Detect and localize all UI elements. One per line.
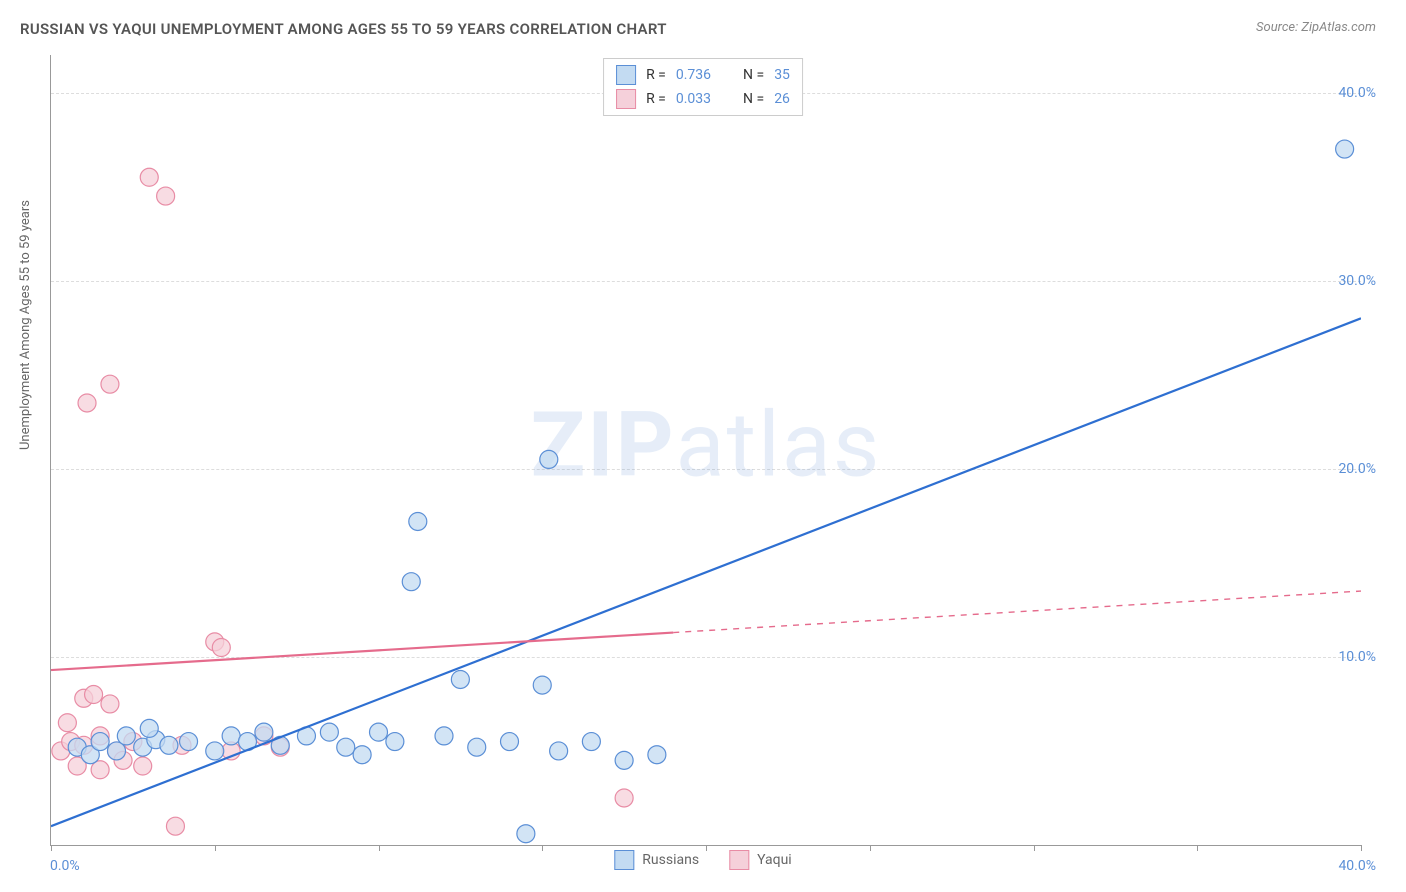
legend-swatch	[616, 89, 636, 109]
legend-correlation: R = 0.736 N = 35 R = 0.033 N = 26	[603, 58, 803, 116]
scatter-point	[117, 727, 135, 745]
scatter-point	[101, 375, 119, 393]
legend-swatch	[729, 850, 749, 870]
chart-title: RUSSIAN VS YAQUI UNEMPLOYMENT AMONG AGES…	[20, 20, 667, 38]
legend-swatch	[614, 850, 634, 870]
scatter-point	[501, 733, 519, 751]
legend-r-label: R =	[646, 91, 666, 107]
scatter-point	[402, 573, 420, 591]
x-tick	[51, 845, 52, 851]
scatter-point	[540, 450, 558, 468]
x-tick	[379, 845, 380, 851]
x-axis-min-label: 0.0%	[50, 858, 80, 874]
legend-row: R = 0.736 N = 35	[616, 63, 790, 87]
scatter-point	[386, 733, 404, 751]
x-axis-max-label: 40.0%	[1338, 858, 1376, 874]
scatter-point	[468, 738, 486, 756]
x-tick	[1197, 845, 1198, 851]
trend-line	[51, 633, 673, 671]
scatter-point	[85, 686, 103, 704]
legend-r-value: 0.033	[676, 91, 711, 107]
scatter-point	[615, 751, 633, 769]
x-tick	[215, 845, 216, 851]
scatter-point	[435, 727, 453, 745]
scatter-point	[517, 825, 535, 843]
scatter-point	[353, 746, 371, 764]
scatter-point	[222, 727, 240, 745]
legend-series-label: Yaqui	[757, 852, 792, 868]
scatter-point	[180, 733, 198, 751]
legend-swatch	[616, 65, 636, 85]
scatter-point	[140, 719, 158, 737]
legend-r-value: 0.736	[676, 67, 711, 83]
plot-area: ZIPatlas	[50, 55, 1361, 846]
legend-n-label: N =	[743, 67, 764, 83]
legend-r-label: R =	[646, 67, 666, 83]
x-tick	[1361, 845, 1362, 851]
scatter-point	[615, 789, 633, 807]
scatter-point	[337, 738, 355, 756]
legend-n-value: 35	[774, 67, 790, 83]
scatter-point	[91, 733, 109, 751]
scatter-plot-svg	[51, 55, 1361, 845]
scatter-point	[78, 394, 96, 412]
legend-series-item: Russians	[614, 850, 699, 870]
scatter-point	[206, 742, 224, 760]
legend-series-label: Russians	[642, 852, 699, 868]
scatter-point	[550, 742, 568, 760]
scatter-point	[140, 168, 158, 186]
scatter-point	[157, 187, 175, 205]
scatter-point	[409, 512, 427, 530]
legend-n-value: 26	[774, 91, 790, 107]
scatter-point	[533, 676, 551, 694]
y-axis-label: Unemployment Among Ages 55 to 59 years	[18, 200, 33, 450]
x-tick	[870, 845, 871, 851]
legend-series-item: Yaqui	[729, 850, 792, 870]
scatter-point	[451, 670, 469, 688]
scatter-point	[101, 695, 119, 713]
scatter-point	[1336, 140, 1354, 158]
x-tick	[1034, 845, 1035, 851]
scatter-point	[58, 714, 76, 732]
trend-line-extrapolated	[673, 591, 1361, 632]
scatter-point	[166, 817, 184, 835]
trend-line	[51, 318, 1361, 826]
scatter-point	[370, 723, 388, 741]
legend-row: R = 0.033 N = 26	[616, 87, 790, 111]
scatter-point	[582, 733, 600, 751]
scatter-point	[160, 736, 178, 754]
scatter-point	[212, 639, 230, 657]
scatter-point	[648, 746, 666, 764]
scatter-point	[320, 723, 338, 741]
legend-n-label: N =	[743, 91, 764, 107]
source-attribution: Source: ZipAtlas.com	[1256, 20, 1376, 35]
scatter-point	[134, 757, 152, 775]
legend-series: Russians Yaqui	[614, 850, 791, 870]
x-tick	[542, 845, 543, 851]
scatter-point	[255, 723, 273, 741]
